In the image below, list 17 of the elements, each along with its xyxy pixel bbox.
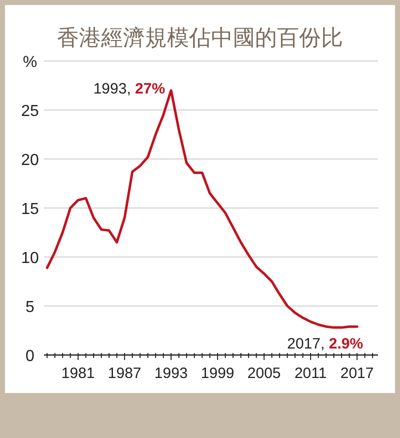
y-tick-label: 10 bbox=[21, 250, 39, 267]
x-tick-label: 2011 bbox=[294, 365, 327, 382]
x-tick-label: 1993 bbox=[154, 365, 188, 382]
y-tick-label: 0 bbox=[26, 348, 35, 365]
annotation: 2017, 2.9% bbox=[287, 336, 364, 353]
x-tick-label: 1987 bbox=[108, 365, 142, 382]
x-tick-label: 1999 bbox=[200, 365, 234, 382]
y-tick-label: % bbox=[22, 54, 38, 71]
x-tick-label: 2017 bbox=[340, 365, 374, 382]
annotation: 1993, 27% bbox=[93, 80, 166, 98]
x-tick-label: 1981 bbox=[61, 365, 95, 382]
y-tick-label: 25 bbox=[21, 103, 39, 120]
y-tick-label: 15 bbox=[21, 201, 39, 218]
chart-title: 香港經濟規模佔中國的百份比 bbox=[57, 25, 343, 50]
y-tick-label: 5 bbox=[26, 299, 35, 316]
x-tick-label: 2005 bbox=[247, 365, 281, 382]
y-tick-label: 20 bbox=[21, 152, 39, 169]
